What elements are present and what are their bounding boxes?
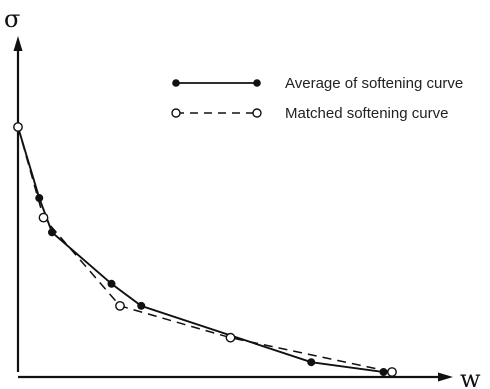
data-point-average-of-softening-curve-2 xyxy=(48,228,56,237)
legend-marker-average-end xyxy=(253,79,261,87)
legend-label-average: Average of softening curve xyxy=(285,75,463,92)
legend: Average of softening curve Matched softe… xyxy=(171,75,463,122)
data-point-average-of-softening-curve-6 xyxy=(379,368,388,376)
x-axis-arrow xyxy=(438,372,453,382)
x-axis-label: w xyxy=(460,365,481,389)
y-axis-arrow xyxy=(13,36,23,51)
axes: σ w xyxy=(4,5,481,389)
legend-marker-average-start xyxy=(172,79,180,87)
data-point-average-of-softening-curve-1 xyxy=(35,194,44,203)
legend-label-matched: Matched softening curve xyxy=(285,105,448,122)
data-point-average-of-softening-curve-5 xyxy=(307,358,316,367)
legend-entry-matched: Matched softening curve xyxy=(171,105,448,122)
legend-marker-matched-end xyxy=(252,108,262,118)
data-point-matched-softening-curve-0 xyxy=(13,122,23,132)
series-line-average-of-softening-curve xyxy=(17,126,384,373)
data-point-average-of-softening-curve-3 xyxy=(107,279,116,288)
series-line-matched-softening-curve xyxy=(17,126,393,373)
data-point-matched-softening-curve-2 xyxy=(115,300,125,311)
data-point-matched-softening-curve-4 xyxy=(387,367,397,377)
data-point-matched-softening-curve-1 xyxy=(38,212,49,223)
legend-marker-matched-start xyxy=(171,108,181,118)
data-point-average-of-softening-curve-4 xyxy=(137,301,146,310)
legend-entry-average: Average of softening curve xyxy=(172,75,463,92)
y-axis-label: σ xyxy=(4,5,20,33)
data-point-matched-softening-curve-3 xyxy=(225,332,236,343)
series-layer xyxy=(13,122,397,377)
